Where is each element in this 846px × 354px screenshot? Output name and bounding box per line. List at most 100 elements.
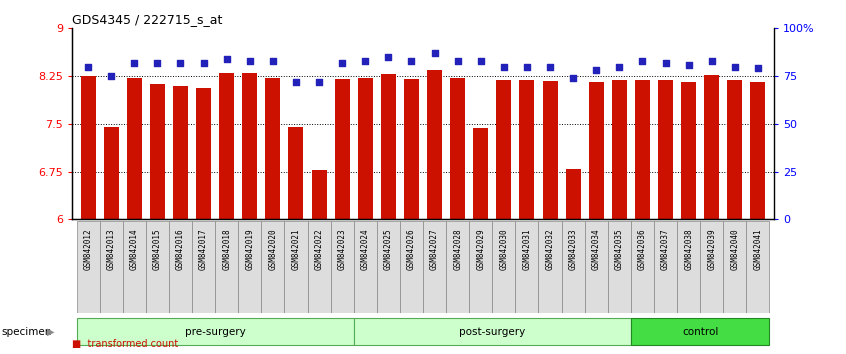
Bar [169,221,192,313]
Point [474,58,487,64]
Bar [658,80,673,219]
Bar [681,82,696,219]
Text: GSM842040: GSM842040 [730,229,739,270]
Bar [470,221,492,313]
Bar [450,78,465,219]
Bar [750,82,766,219]
Bar [723,221,746,313]
Bar [446,221,470,313]
Point [289,79,303,85]
Text: GSM842018: GSM842018 [222,229,231,270]
Bar [566,169,580,219]
Bar [542,81,558,219]
Point [682,62,695,68]
Bar [192,221,215,313]
Text: GSM842025: GSM842025 [384,229,393,270]
Text: GSM842020: GSM842020 [268,229,277,270]
Text: GSM842017: GSM842017 [199,229,208,270]
Point [659,60,673,65]
Text: GSM842016: GSM842016 [176,229,185,270]
Bar [381,74,396,219]
Point [543,64,557,69]
Point [128,60,141,65]
Point [312,79,326,85]
Bar [492,221,515,313]
Text: GSM842037: GSM842037 [661,229,670,270]
Point [566,75,580,81]
Bar [607,221,631,313]
Bar [146,221,169,313]
Bar [284,221,307,313]
Point [428,50,442,56]
Bar [497,80,511,219]
Bar [331,221,354,313]
Point [266,58,280,64]
Bar [427,70,442,219]
Text: GSM842023: GSM842023 [338,229,347,270]
Text: GSM842013: GSM842013 [107,229,116,270]
Bar [589,82,604,219]
Bar [515,221,539,313]
Point [382,54,395,60]
Bar [311,170,327,219]
Point [520,64,534,69]
Bar [704,75,719,219]
Text: GSM842038: GSM842038 [684,229,693,270]
Text: GSM842033: GSM842033 [569,229,578,270]
Point [359,58,372,64]
Bar [127,78,142,219]
Text: control: control [682,327,718,337]
Bar [376,221,400,313]
Bar [631,318,770,346]
Bar [400,221,423,313]
Text: GSM842034: GSM842034 [591,229,601,270]
Text: GSM842027: GSM842027 [430,229,439,270]
Bar [612,80,627,219]
Bar [728,80,742,219]
Bar [585,221,607,313]
Point [243,58,256,64]
Text: GSM842012: GSM842012 [84,229,92,270]
Bar [562,221,585,313]
Bar [539,221,562,313]
Text: pre-surgery: pre-surgery [184,327,245,337]
Bar [473,129,488,219]
Text: GSM842039: GSM842039 [707,229,717,270]
Point [404,58,418,64]
Text: GSM842035: GSM842035 [615,229,624,270]
Bar [288,127,304,219]
Point [173,60,187,65]
Text: GSM842022: GSM842022 [315,229,323,270]
Bar [335,79,349,219]
Text: GSM842031: GSM842031 [523,229,531,270]
Bar [76,221,100,313]
Bar [173,86,188,219]
Bar [358,78,373,219]
Bar [266,78,280,219]
Text: GSM842030: GSM842030 [499,229,508,270]
Bar [219,73,234,219]
Bar [150,84,165,219]
Point [613,64,626,69]
Bar [404,79,419,219]
Point [751,65,765,71]
Bar [239,221,261,313]
Bar [654,221,677,313]
Bar [80,76,96,219]
Bar [631,221,654,313]
Text: GSM842036: GSM842036 [638,229,647,270]
Bar [104,127,118,219]
Point [104,73,118,79]
Point [197,60,211,65]
Bar [196,87,211,219]
Bar [635,80,650,219]
Text: GSM842032: GSM842032 [546,229,554,270]
Point [451,58,464,64]
Point [705,58,718,64]
Point [635,58,649,64]
Point [728,64,742,69]
Text: GSM842021: GSM842021 [292,229,300,270]
Text: GSM842026: GSM842026 [407,229,416,270]
Text: specimen: specimen [2,327,52,337]
Bar [123,221,146,313]
